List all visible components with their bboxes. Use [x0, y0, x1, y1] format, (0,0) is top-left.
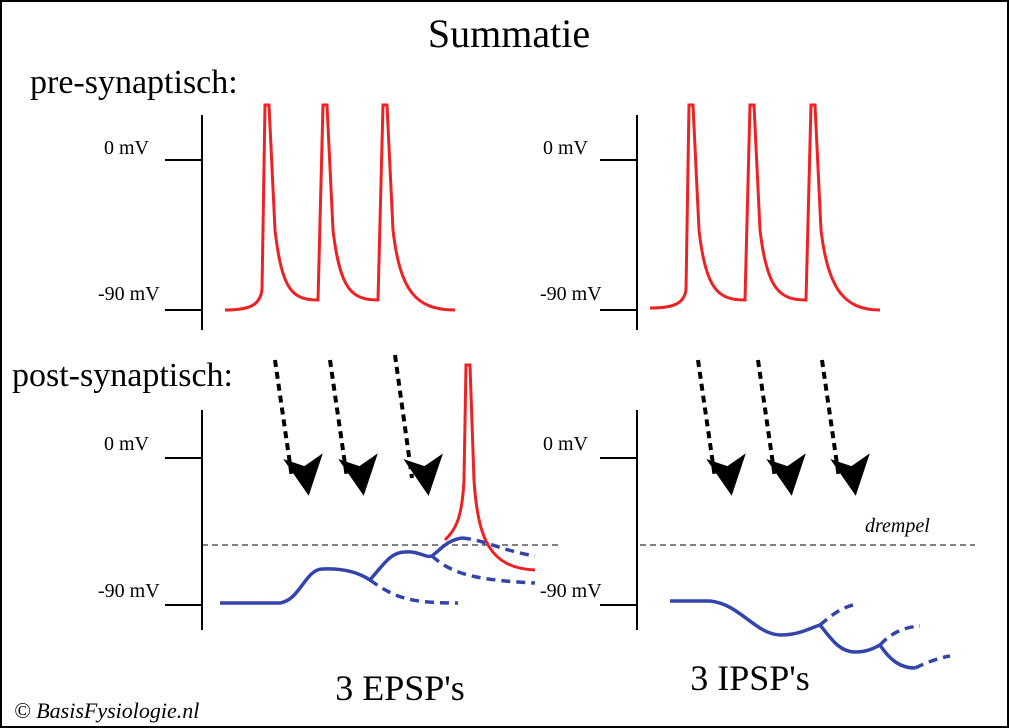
ipsp-trace [670, 599, 916, 670]
epsp-label: 3 EPSP's [335, 668, 465, 708]
threshold-label: drempel [865, 515, 930, 537]
axis-label-90mv: -90 mV [98, 283, 160, 305]
epsp-decay-dashes [368, 536, 536, 605]
arrow-icon [756, 359, 806, 496]
epsp-action-potential [443, 363, 536, 572]
arrow-icon [820, 359, 870, 496]
axis-label-0mv: 0 mV [104, 137, 150, 159]
presynaptic-spikes-left [224, 103, 456, 312]
axis-label-0mv: 0 mV [543, 137, 589, 159]
ipsp-label: 3 IPSP's [690, 658, 810, 698]
title: Summatie [428, 11, 590, 56]
arrow-icon [393, 354, 443, 496]
presynaptic-spikes-right [649, 103, 881, 312]
arrow-icon [328, 359, 378, 496]
arrow-icon [696, 359, 746, 496]
axis-label-90mv: -90 mV [540, 580, 602, 602]
copyright: © BasisFysiologie.nl [14, 698, 199, 723]
axis-label-0mv: 0 mV [104, 433, 150, 455]
synaptic-arrows [273, 354, 870, 496]
post-synaptic-label: post-synaptisch: [12, 357, 233, 394]
axes [165, 115, 638, 630]
pre-synaptic-label: pre-synaptisch: [30, 64, 238, 101]
axis-label-90mv: -90 mV [540, 283, 602, 305]
axis-label-0mv: 0 mV [543, 433, 589, 455]
ipsp-decay-dashes [818, 602, 951, 670]
arrow-icon [273, 359, 323, 496]
axis-label-90mv: -90 mV [98, 580, 160, 602]
